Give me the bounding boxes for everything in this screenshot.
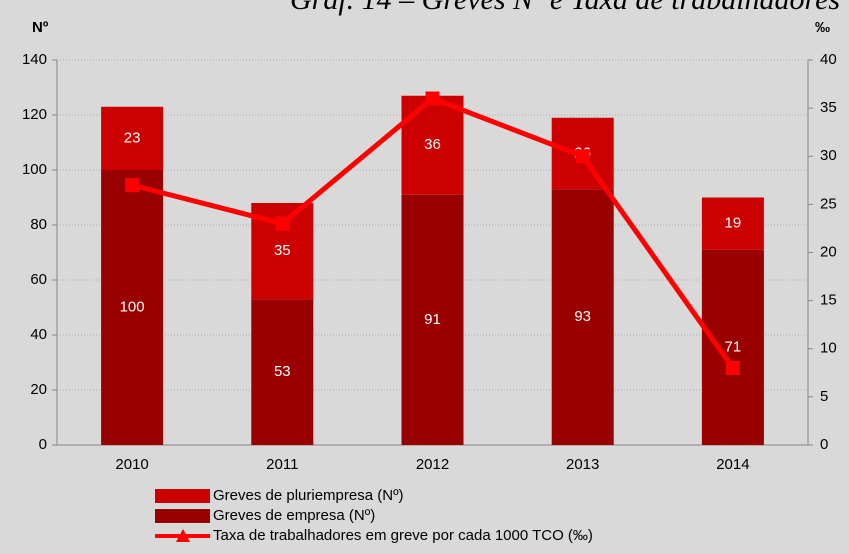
data-label: 93	[574, 308, 591, 325]
bar-segment	[101, 106, 164, 170]
line-marker	[575, 149, 590, 164]
bar-segment	[251, 299, 314, 445]
y-tick-label: 80	[30, 216, 47, 233]
y2-axis-label: ‰	[815, 19, 830, 36]
data-label: 35	[274, 242, 291, 259]
legend-swatch	[155, 489, 210, 503]
data-label: 53	[274, 363, 291, 380]
bar-segment	[401, 95, 464, 195]
y-tick-label: 20	[30, 381, 47, 398]
legend-label: Greves de empresa (Nº)	[213, 507, 375, 524]
data-label: 36	[424, 136, 441, 153]
legend-swatch	[155, 509, 210, 523]
y2-tick-label: 10	[820, 340, 837, 357]
y-axis-label: Nº	[32, 19, 49, 36]
bar-segment	[701, 249, 764, 445]
data-label: 19	[725, 215, 742, 232]
x-tick-label: 2014	[716, 456, 749, 473]
y-tick-label: 40	[30, 326, 47, 343]
legend-swatch	[176, 529, 190, 542]
y2-tick-label: 20	[820, 243, 837, 260]
y-tick-label: 120	[22, 106, 47, 123]
y2-tick-label: 0	[820, 436, 828, 453]
bar-segment	[551, 189, 614, 445]
data-label: 71	[725, 338, 742, 355]
line-marker	[275, 216, 290, 231]
data-label: 100	[120, 298, 145, 315]
line-marker	[425, 91, 440, 106]
y2-tick-label: 15	[820, 292, 837, 309]
x-tick-label: 2012	[416, 456, 449, 473]
y2-tick-label: 25	[820, 195, 837, 212]
y-tick-label: 0	[39, 436, 47, 453]
y-tick-label: 140	[22, 51, 47, 68]
x-tick-label: 2010	[115, 456, 148, 473]
data-label: 23	[124, 129, 141, 146]
y-tick-label: 60	[30, 271, 47, 288]
bar-segment	[101, 170, 164, 445]
line-marker	[725, 361, 740, 375]
legend-label: Greves de pluriempresa (Nº)	[213, 487, 404, 504]
line-marker	[125, 178, 140, 193]
bar-segment	[401, 194, 464, 445]
chart-title: Graf. 14 – Greves Nº e Taxa de trabalhad…	[290, 0, 840, 16]
bar-segment	[701, 197, 764, 250]
y2-tick-label: 5	[820, 388, 828, 405]
y2-tick-label: 35	[820, 99, 837, 116]
y2-tick-label: 30	[820, 147, 837, 164]
y2-tick-label: 40	[820, 51, 837, 68]
x-tick-label: 2013	[566, 456, 599, 473]
x-tick-label: 2011	[266, 456, 298, 473]
y-tick-label: 100	[22, 161, 47, 178]
legend-label: Taxa de trabalhadores em greve por cada …	[213, 527, 593, 544]
data-label: 91	[424, 311, 441, 328]
